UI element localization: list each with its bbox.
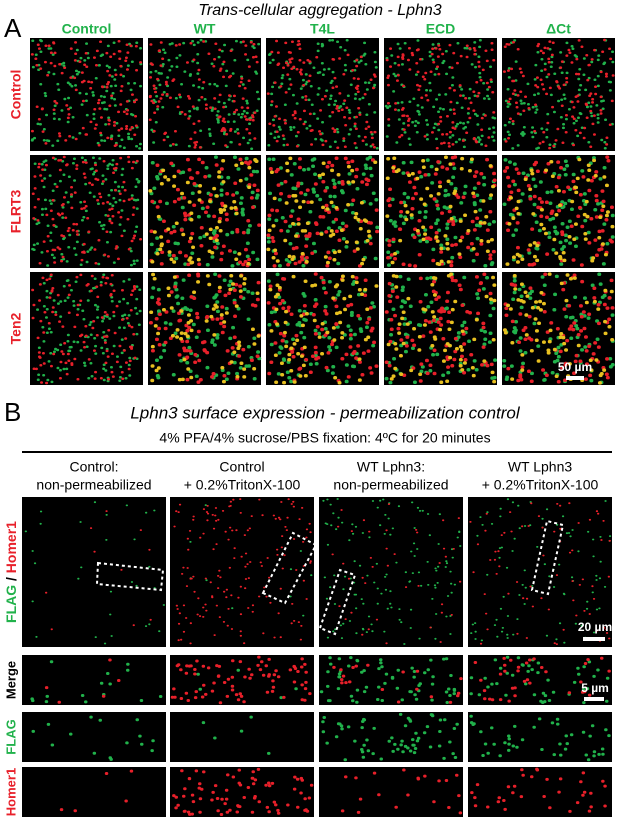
signal (173, 498, 312, 645)
signal (322, 498, 462, 645)
micrograph (468, 497, 612, 647)
signal (502, 272, 615, 385)
row-header-part: / (3, 573, 19, 585)
row-header-part: FLAG (3, 585, 19, 623)
signal (503, 272, 615, 384)
signal (44, 658, 121, 704)
zoom-box (318, 568, 357, 636)
signal (266, 155, 380, 268)
signal (470, 767, 607, 813)
signal (469, 714, 611, 762)
column-header: + 0.2%TritonX-100 (184, 477, 301, 493)
row-header: Homer1 (3, 768, 18, 816)
micrograph (170, 497, 314, 647)
signal (268, 274, 379, 385)
signal (45, 510, 152, 631)
scale-bar (584, 697, 604, 701)
signal (331, 503, 462, 645)
row-header: FLAG / Homer1 (3, 521, 19, 623)
column-header: Control: (69, 459, 118, 475)
row-header: Ten2 (8, 312, 24, 344)
signal (30, 38, 143, 150)
zoom-box (95, 561, 165, 592)
signal (502, 38, 615, 150)
signal (31, 273, 137, 385)
micrograph (468, 767, 612, 817)
signal (149, 157, 262, 268)
row-header: Merge (3, 661, 18, 699)
signal (201, 715, 271, 755)
scale-bar (566, 376, 584, 380)
column-header: ECD (426, 21, 456, 37)
scale-bar-label: 50 µm (558, 360, 592, 374)
signal (150, 272, 262, 381)
column-header: non-permeabilized (36, 477, 151, 493)
signal (340, 768, 463, 815)
signal (385, 41, 496, 150)
signal (31, 155, 143, 265)
signal (332, 663, 463, 704)
micrograph (170, 712, 314, 762)
zoom-box (261, 531, 318, 605)
row-header: FLAG (3, 719, 18, 754)
column-header: WT (194, 21, 216, 37)
signal (266, 156, 378, 266)
panel-label: A (4, 13, 22, 43)
panel-subtitle: 4% PFA/4% sucrose/PBS fixation: 4ºC for … (159, 430, 490, 446)
signal (30, 40, 143, 148)
signal (384, 272, 494, 383)
signal (170, 655, 312, 705)
column-header: ΔCt (546, 21, 571, 37)
row-header: FLRT3 (8, 190, 24, 234)
panel-label: B (4, 397, 21, 427)
row-header-part: Homer1 (3, 521, 19, 573)
micrograph (266, 155, 379, 268)
signal (319, 656, 457, 704)
signal (505, 157, 615, 266)
signal (473, 656, 611, 703)
panel-title: Lphn3 surface expression - permeabilizat… (130, 403, 521, 422)
signal (31, 715, 155, 761)
signal (503, 155, 614, 267)
micrograph (170, 767, 314, 817)
micrograph (30, 272, 143, 385)
signal (24, 501, 165, 645)
column-header: + 0.2%TritonX-100 (482, 477, 599, 493)
micrograph (319, 767, 463, 817)
signal (385, 155, 496, 267)
signal (385, 158, 496, 268)
signal (149, 38, 261, 151)
scale-bar-label: 5 µm (581, 681, 609, 695)
scale-bar (583, 637, 605, 641)
column-header: T4L (310, 21, 335, 37)
scale-bar-label: 20 µm (578, 620, 612, 634)
zoom-box (530, 519, 565, 596)
row-header: Control (8, 70, 24, 120)
signal (266, 39, 377, 149)
signal (196, 668, 298, 700)
signal (172, 767, 314, 816)
signal (149, 272, 261, 384)
signal (321, 712, 459, 762)
signal (148, 40, 259, 149)
signal (30, 660, 163, 704)
panel-title: Trans-cellular aggregation - Lphn3 (198, 2, 442, 19)
column-header: WT Lphn3: (357, 459, 425, 475)
micrograph (22, 767, 166, 817)
micrograph (22, 497, 166, 647)
column-header: non-permeabilized (333, 477, 448, 493)
signal (36, 273, 142, 384)
signal (502, 155, 615, 266)
signal (386, 272, 497, 384)
column-header: Control (62, 21, 112, 37)
signal (148, 158, 259, 266)
micrograph (22, 655, 166, 705)
column-header: Control (219, 459, 264, 475)
column-header: WT Lphn3 (508, 459, 573, 475)
signal (148, 272, 262, 384)
signal (59, 769, 134, 813)
